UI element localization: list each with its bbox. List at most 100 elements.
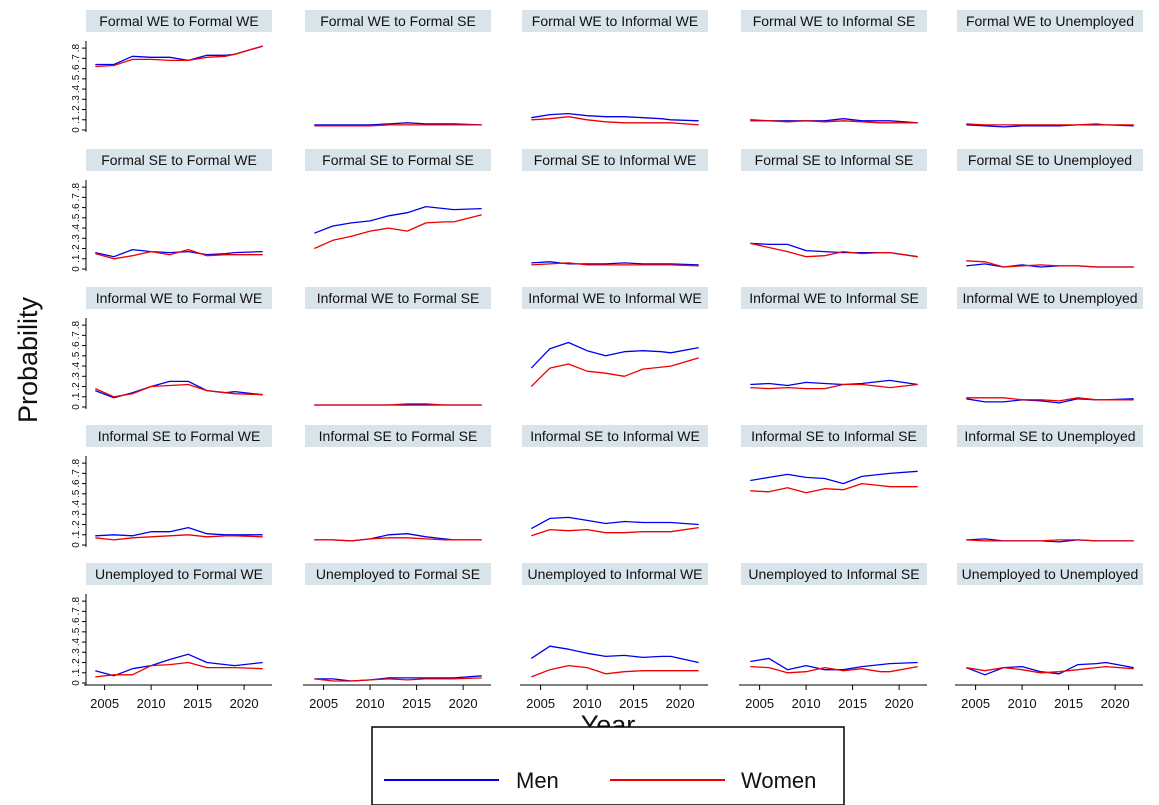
series-line-women xyxy=(95,661,263,678)
series-line-women xyxy=(95,45,263,68)
panel-title: Informal SE to Informal SE xyxy=(751,428,917,444)
y-tick-label: .8 xyxy=(71,597,82,606)
series-line-men xyxy=(314,122,482,126)
series-line-women xyxy=(530,357,699,387)
y-tick-label: .3 xyxy=(71,95,82,104)
panel-title-bar xyxy=(957,10,1143,32)
panel-formal-se-to-formal-se: Formal SE to Formal SE xyxy=(305,149,491,250)
x-tick-label: 2020 xyxy=(449,696,478,711)
y-tick-label: .2 xyxy=(71,520,82,529)
series-line-women xyxy=(531,262,699,267)
panel-title-bar xyxy=(957,563,1143,585)
panel-title-bar xyxy=(957,149,1143,171)
panel-formal-se-to-unemployed: Formal SE to Unemployed xyxy=(957,149,1143,268)
series-line-men xyxy=(314,675,482,682)
panel-formal-we-to-unemployed: Formal WE to Unemployed xyxy=(957,10,1143,128)
series-line-men xyxy=(314,205,482,234)
panel-unemployed-to-formal-se: Unemployed to Formal SE 2005 2010 2015 2020 xyxy=(303,563,491,711)
panel-title: Informal WE to Unemployed xyxy=(962,290,1137,306)
series-line-women xyxy=(314,124,482,127)
y-tick-label: .8 xyxy=(71,44,82,53)
series-line-women xyxy=(966,665,1134,674)
series-line-women xyxy=(966,123,1134,126)
series-line-women xyxy=(966,539,1134,542)
x-tick-label: 2015 xyxy=(183,696,212,711)
panel-informal-se-to-formal-we: Informal SE to Formal WE 0 .1.2.3 .4.5.6.7.… xyxy=(71,425,272,548)
y-tick-label: 0 xyxy=(71,266,82,272)
panel-formal-we-to-informal-se: Formal WE to Informal SE xyxy=(741,10,927,124)
series-line-men xyxy=(530,516,699,530)
x-tick-label: 2020 xyxy=(885,696,914,711)
panel-grid: Formal WE to Formal WE0.1.2.3.4.5.6.7.8F… xyxy=(71,10,1143,711)
panel-title-bar xyxy=(522,149,708,171)
panel-title: Unemployed to Formal SE xyxy=(316,566,480,582)
panel-title-bar xyxy=(86,563,272,585)
panel-title-bar xyxy=(86,149,272,171)
panel-title-bar xyxy=(305,287,491,309)
series-line-women xyxy=(531,526,699,537)
panel-formal-we-to-formal-se: Formal WE to Formal SE xyxy=(305,10,491,127)
panel-title: Informal WE to Formal SE xyxy=(317,290,480,306)
x-tick-label: 2015 xyxy=(838,696,867,711)
panel-title: Informal SE to Unemployed xyxy=(964,428,1135,444)
panel-title: Formal SE to Formal SE xyxy=(322,152,474,168)
y-tick-label: .4 xyxy=(71,84,82,93)
panel-informal-se-to-formal-se: Informal SE to Formal SE xyxy=(305,425,491,542)
panel-title-bar xyxy=(957,287,1143,309)
series-line-women xyxy=(95,534,263,541)
x-tick-label: 2005 xyxy=(526,696,555,711)
series-line-men xyxy=(95,526,263,537)
legend-label-men: Men xyxy=(516,768,559,793)
panel-formal-se-to-formal-we: Formal SE to Formal WE 0 .1.2.3 .4.5.6.7.8 xyxy=(71,149,272,272)
y-tick-label: 0 xyxy=(71,680,82,686)
series-line-men xyxy=(750,470,918,485)
y-tick-label: 0 xyxy=(71,542,82,548)
panel-title: Informal WE to Informal WE xyxy=(528,290,701,306)
panel-title-bar xyxy=(522,287,708,309)
series-line-men xyxy=(966,661,1134,676)
panel-title-bar xyxy=(741,287,927,309)
series-line-men xyxy=(95,653,263,677)
y-tick-label: .7 xyxy=(71,607,82,616)
y-tick-label: .6 xyxy=(71,479,82,488)
panel-title-bar xyxy=(305,149,491,171)
series-line-women xyxy=(314,537,482,542)
x-tick-label: 2005 xyxy=(309,696,338,711)
y-tick-label: .4 xyxy=(71,223,82,232)
y-tick-label: .6 xyxy=(71,617,82,626)
panel-title-bar xyxy=(305,10,491,32)
panel-title-bar xyxy=(522,425,708,447)
panel-title-bar xyxy=(957,425,1143,447)
panel-title: Informal SE to Formal WE xyxy=(98,428,261,444)
panel-title: Unemployed to Informal SE xyxy=(748,566,919,582)
series-line-men xyxy=(750,657,918,671)
series-line-men xyxy=(530,341,699,369)
panel-title-bar xyxy=(305,425,491,447)
x-tick-label: 2005 xyxy=(90,696,119,711)
panel-title-bar xyxy=(741,10,927,32)
series-line-women xyxy=(750,383,918,390)
panel-unemployed-to-informal-se: Unemployed to Informal SE 2005 2010 2015 202… xyxy=(739,563,927,711)
series-line-women xyxy=(750,242,918,258)
x-tick-label: 2020 xyxy=(230,696,259,711)
y-tick-label: .5 xyxy=(71,489,82,498)
y-tick-label: .3 xyxy=(71,372,82,381)
x-tick-label: 2020 xyxy=(666,696,695,711)
y-tick-label: .2 xyxy=(71,244,82,253)
panel-title: Unemployed to Informal WE xyxy=(527,566,702,582)
panel-title-bar xyxy=(522,10,708,32)
panel-formal-se-to-informal-we: Formal SE to Informal WE xyxy=(522,149,708,267)
x-tick-label: 2010 xyxy=(792,696,821,711)
series-line-women xyxy=(95,248,263,260)
panel-title: Formal SE to Unemployed xyxy=(968,152,1132,168)
y-tick-label: .1 xyxy=(71,115,82,124)
panel-formal-se-to-informal-se: Formal SE to Informal SE xyxy=(741,149,927,258)
series-line-women xyxy=(314,403,482,406)
panel-unemployed-to-informal-we: Unemployed to Informal WE 2005 2010 2015 202… xyxy=(520,563,708,711)
panel-title: Informal WE to Formal WE xyxy=(96,290,262,306)
panel-title: Formal WE to Informal WE xyxy=(532,13,698,29)
legend-box xyxy=(371,726,845,805)
y-tick-label: .2 xyxy=(71,382,82,391)
y-tick-label: .8 xyxy=(71,321,82,330)
series-line-women xyxy=(531,116,699,126)
